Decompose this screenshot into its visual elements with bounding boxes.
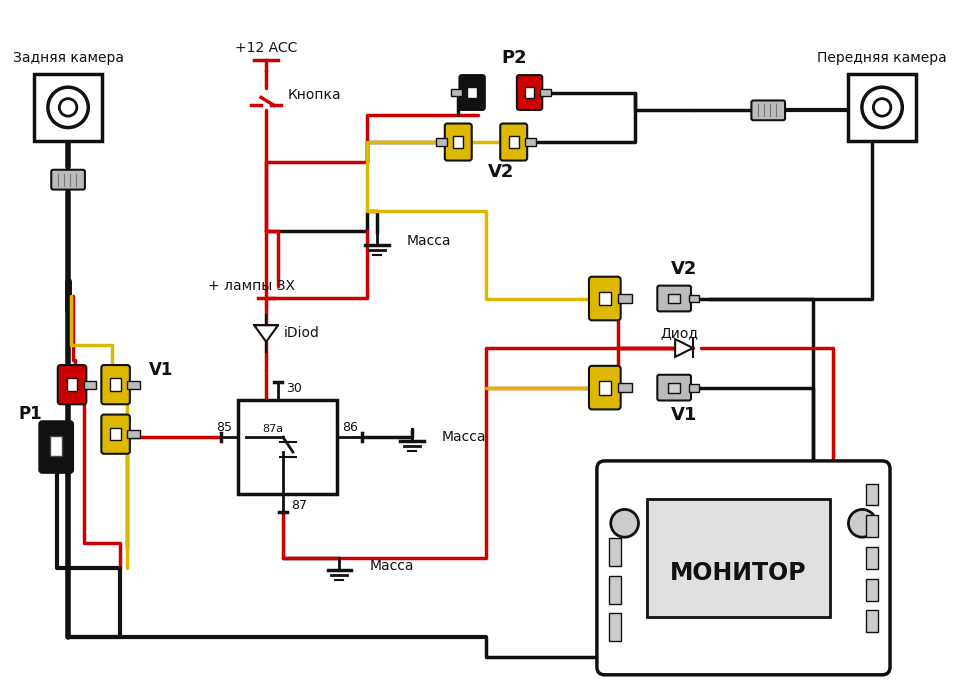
Bar xyxy=(540,89,551,96)
Text: P2: P2 xyxy=(501,49,526,67)
Bar xyxy=(66,379,78,391)
FancyBboxPatch shape xyxy=(444,123,471,160)
Bar xyxy=(525,138,537,146)
Bar xyxy=(617,294,632,303)
Bar xyxy=(525,87,535,98)
Text: +12 ACC: +12 ACC xyxy=(235,41,298,55)
Bar xyxy=(609,576,621,603)
Bar xyxy=(110,428,121,440)
FancyBboxPatch shape xyxy=(102,365,130,405)
Bar xyxy=(110,379,121,391)
Bar xyxy=(609,538,621,566)
Text: V1: V1 xyxy=(671,407,697,424)
FancyBboxPatch shape xyxy=(58,365,86,405)
Text: МОНИТОР: МОНИТОР xyxy=(670,561,806,584)
Text: Масса: Масса xyxy=(442,430,486,444)
Bar xyxy=(866,515,878,537)
Bar xyxy=(849,74,916,141)
Bar xyxy=(468,87,477,98)
Text: + лампы ЗХ: + лампы ЗХ xyxy=(207,279,295,293)
Bar xyxy=(238,400,338,494)
Circle shape xyxy=(862,88,902,127)
Circle shape xyxy=(60,99,77,116)
Bar xyxy=(617,383,632,392)
Bar xyxy=(866,547,878,569)
FancyBboxPatch shape xyxy=(597,461,890,675)
Bar xyxy=(599,292,611,305)
Bar xyxy=(128,430,139,438)
Text: 30: 30 xyxy=(286,382,301,395)
FancyBboxPatch shape xyxy=(589,366,621,410)
Text: V2: V2 xyxy=(488,162,514,181)
FancyBboxPatch shape xyxy=(460,75,485,110)
Text: Масса: Масса xyxy=(407,234,451,248)
Text: Кнопка: Кнопка xyxy=(288,88,342,102)
Bar xyxy=(668,383,680,393)
Text: V1: V1 xyxy=(150,360,174,379)
Bar xyxy=(866,579,878,601)
Text: Задняя камера: Задняя камера xyxy=(12,51,124,65)
Bar xyxy=(647,498,830,617)
Bar xyxy=(668,293,680,304)
Bar xyxy=(866,484,878,505)
FancyBboxPatch shape xyxy=(658,374,691,400)
FancyBboxPatch shape xyxy=(658,286,691,312)
Text: 87: 87 xyxy=(291,500,307,512)
Bar xyxy=(451,89,462,96)
Text: V2: V2 xyxy=(671,260,697,278)
Text: 87a: 87a xyxy=(262,424,283,434)
Bar xyxy=(436,138,447,146)
Bar xyxy=(128,381,139,388)
Text: 86: 86 xyxy=(343,421,358,434)
Circle shape xyxy=(48,88,88,127)
Text: Передняя камера: Передняя камера xyxy=(817,51,947,65)
FancyBboxPatch shape xyxy=(516,75,542,110)
FancyBboxPatch shape xyxy=(500,123,527,160)
Bar xyxy=(599,381,611,395)
Bar xyxy=(689,384,699,391)
Text: iDiod: iDiod xyxy=(284,326,320,340)
Text: P1: P1 xyxy=(18,405,42,424)
Bar xyxy=(509,136,518,148)
Bar xyxy=(35,74,102,141)
Text: Диод: Диод xyxy=(660,326,698,340)
Text: 85: 85 xyxy=(217,421,232,434)
Bar xyxy=(453,136,464,148)
Bar xyxy=(50,436,62,456)
Polygon shape xyxy=(675,339,693,357)
Circle shape xyxy=(874,99,891,116)
Polygon shape xyxy=(254,326,278,342)
FancyBboxPatch shape xyxy=(102,414,130,454)
FancyBboxPatch shape xyxy=(589,276,621,321)
Bar xyxy=(689,295,699,302)
Bar xyxy=(84,381,96,388)
Bar xyxy=(866,610,878,632)
Circle shape xyxy=(611,510,638,537)
FancyBboxPatch shape xyxy=(39,421,73,472)
Circle shape xyxy=(849,510,876,537)
FancyBboxPatch shape xyxy=(51,170,84,190)
Text: Масса: Масса xyxy=(370,559,414,573)
FancyBboxPatch shape xyxy=(752,100,785,120)
Bar xyxy=(609,613,621,641)
